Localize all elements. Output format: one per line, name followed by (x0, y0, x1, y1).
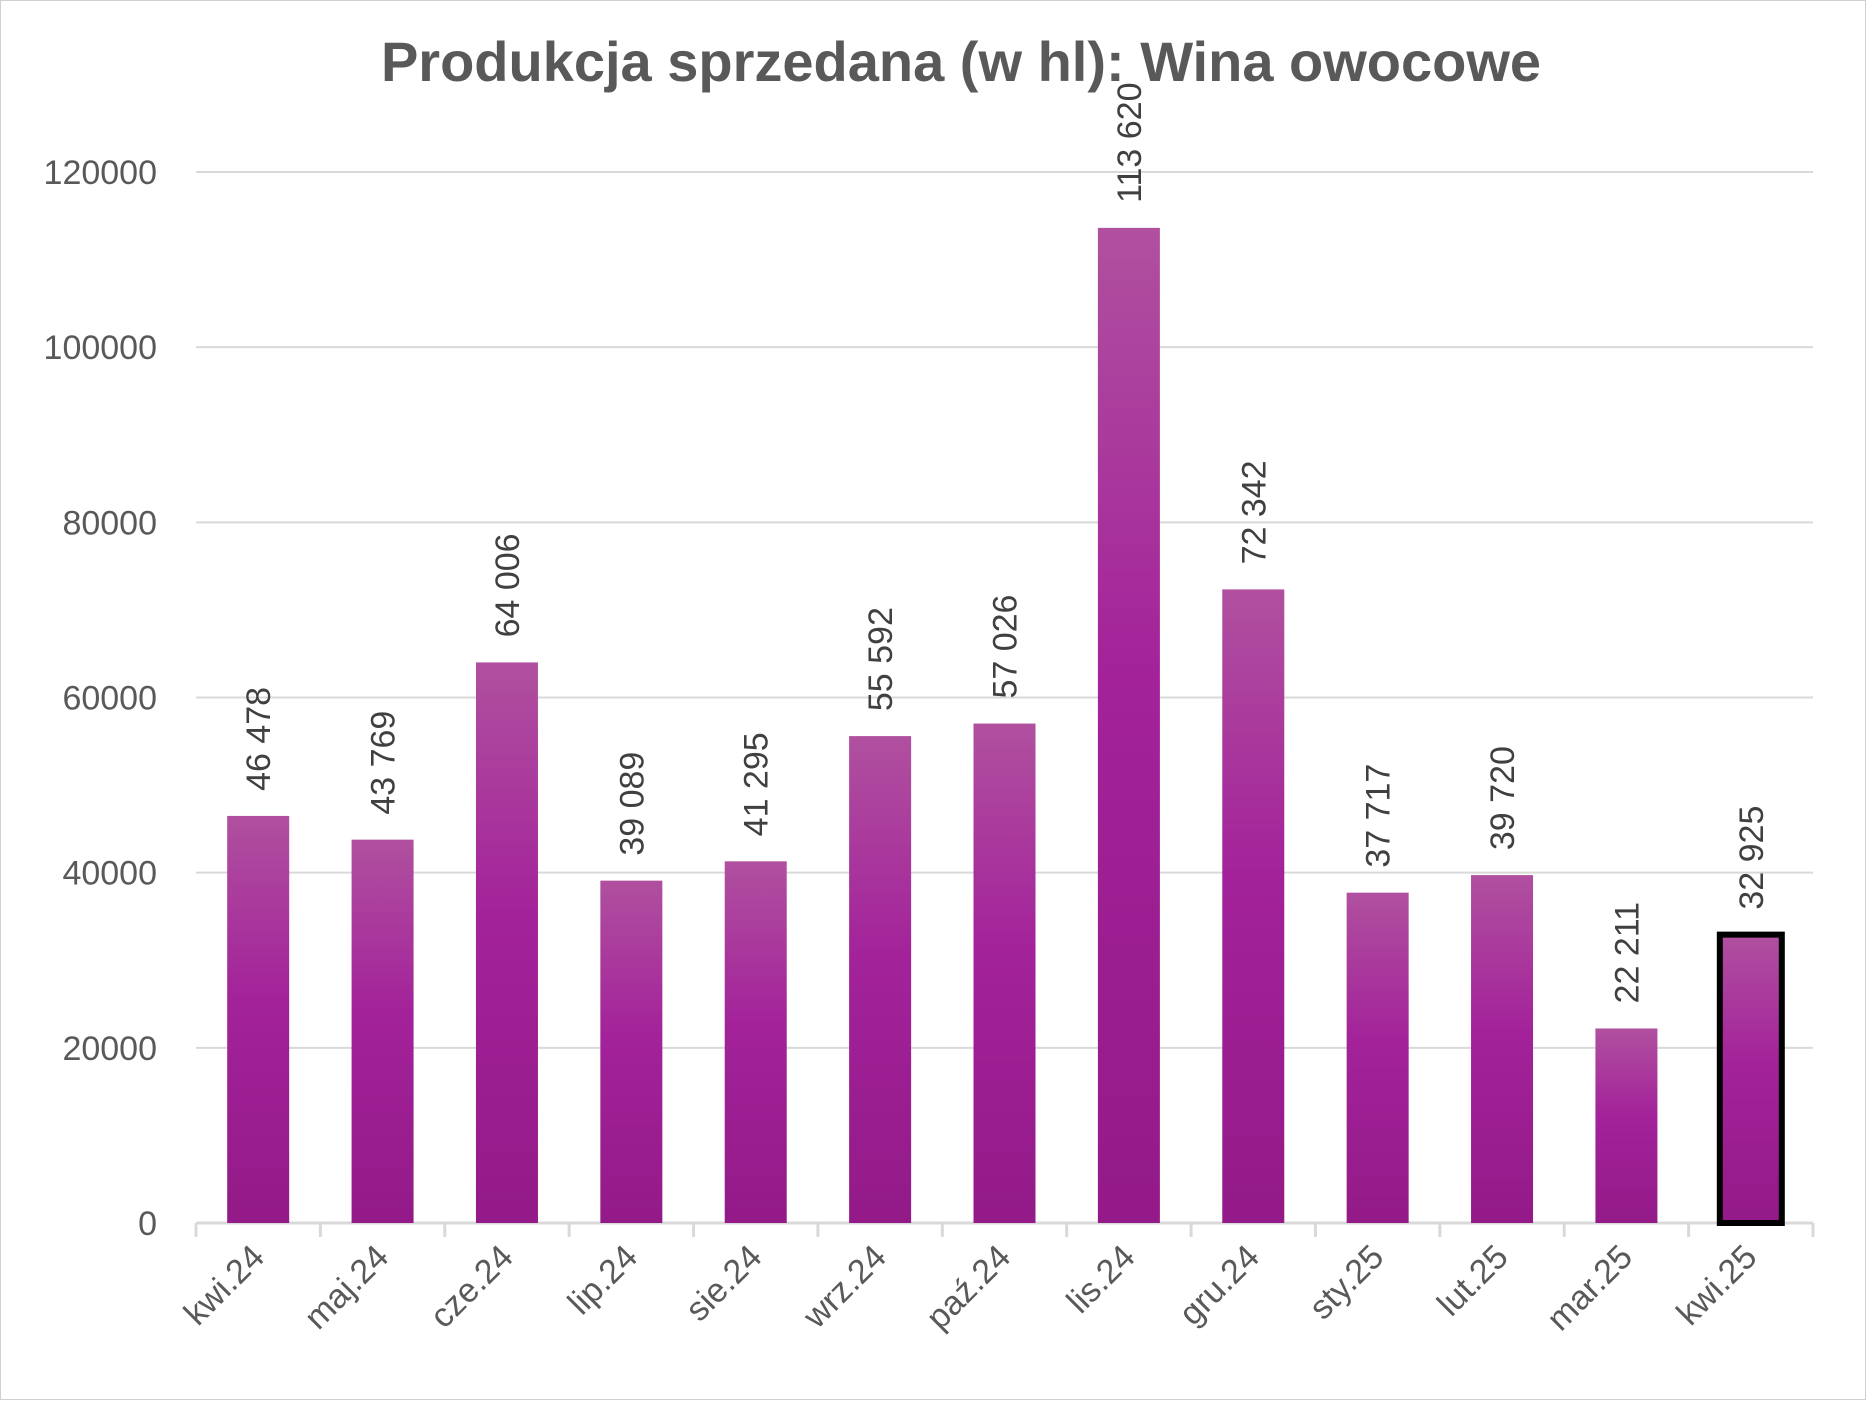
gridlines (196, 171, 1813, 1049)
bar-maj.24 (351, 839, 414, 1223)
y-tick-label: 100000 (44, 329, 157, 367)
x-tick-label: mar.25 (1540, 1238, 1640, 1338)
x-tick-label: gru.24 (1172, 1238, 1267, 1333)
y-tick-label: 80000 (62, 504, 157, 542)
bar-highlighted-kwi.25 (1716, 931, 1785, 1227)
x-tick-label: sie.24 (678, 1238, 769, 1329)
data-label: 113 620 (1111, 82, 1149, 202)
y-tick-label: 60000 (62, 680, 157, 718)
data-label: 39 089 (613, 752, 651, 856)
bar-mar.25 (1595, 1028, 1658, 1223)
bar-wrz.24 (849, 736, 912, 1223)
x-tick-label: lip.24 (561, 1238, 645, 1322)
x-tick-label: lut.25 (1430, 1238, 1516, 1324)
bar-lut.25 (1471, 875, 1534, 1223)
data-label: 57 026 (987, 595, 1025, 699)
data-label: 22 211 (1608, 902, 1646, 1003)
bar-sty.25 (1346, 892, 1409, 1223)
bar-cze.24 (475, 662, 538, 1223)
x-tick-label: kwi.24 (177, 1238, 272, 1333)
chart-title: Produkcja sprzedana (w hl): Wina owocowe (381, 30, 1541, 93)
x-axis-ticks: kwi.24 maj.24 cze.24 lip.24 sie.24 wrz.24 paź.… (177, 1238, 1765, 1338)
data-labels: 46 478 43 769 64 006 39 089 41 295 55 592 57 0… (240, 82, 1771, 1003)
data-label: 55 592 (862, 607, 900, 711)
bar-kwi.24 (227, 815, 290, 1223)
data-label: 46 478 (240, 687, 278, 791)
data-label: 39 720 (1484, 746, 1522, 850)
x-tick-label: kwi.25 (1669, 1238, 1764, 1333)
data-label: 43 769 (365, 711, 403, 815)
y-tick-label: 20000 (62, 1030, 157, 1068)
data-label: 41 295 (738, 732, 776, 836)
data-label: 37 717 (1360, 764, 1398, 868)
data-label: 72 342 (1235, 460, 1273, 564)
bar-sie.24 (724, 861, 787, 1223)
bar-gru.24 (1222, 589, 1285, 1223)
x-tick-label: maj.24 (297, 1238, 396, 1337)
y-tick-label: 120000 (44, 154, 157, 192)
x-tick-label: paź.24 (919, 1238, 1018, 1337)
y-axis-ticks: 0 20000 40000 60000 80000 100000 120000 (44, 154, 157, 1243)
x-tick-label: lis.24 (1060, 1238, 1143, 1321)
x-axis (194, 1221, 1815, 1237)
x-tick-label: cze.24 (423, 1238, 521, 1336)
bar-lis.24 (1097, 227, 1160, 1223)
data-label: 32 925 (1733, 806, 1771, 910)
bars (227, 227, 1785, 1227)
y-tick-label: 0 (138, 1205, 157, 1243)
bar-lip.24 (600, 880, 663, 1223)
x-tick-label: wrz.24 (795, 1238, 893, 1336)
x-tick-label: sty.25 (1302, 1238, 1391, 1327)
y-tick-label: 40000 (62, 855, 157, 893)
bar-paź.24 (973, 723, 1036, 1223)
data-label: 64 006 (489, 533, 527, 637)
